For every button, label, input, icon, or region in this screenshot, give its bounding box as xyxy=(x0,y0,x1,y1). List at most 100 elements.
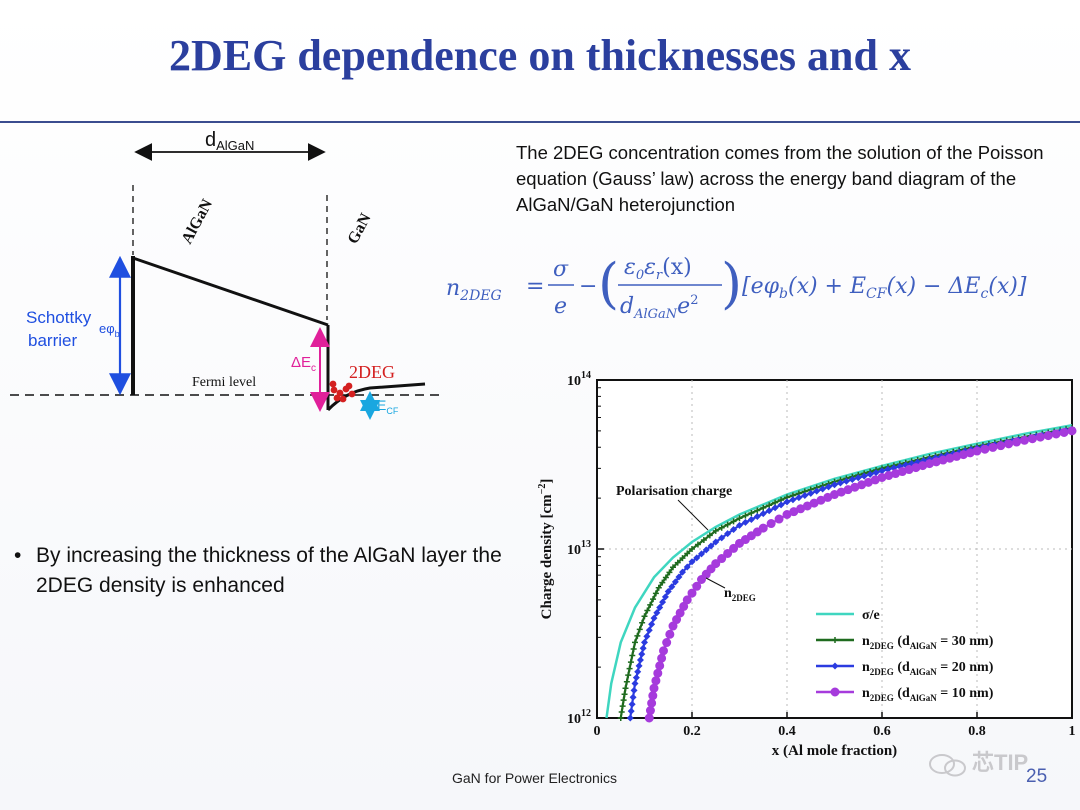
formula-sigma: σ xyxy=(553,257,569,282)
data-point xyxy=(1067,426,1077,436)
data-point xyxy=(972,446,982,456)
data-point xyxy=(634,668,642,676)
data-point xyxy=(730,518,737,525)
data-point xyxy=(626,714,634,722)
data-point xyxy=(671,578,679,586)
data-point xyxy=(754,507,761,514)
data-point xyxy=(1012,437,1022,447)
formula-lhs: n2DEG xyxy=(446,276,502,304)
bullet-point: • By increasing the thickness of the AlG… xyxy=(14,541,534,601)
data-point xyxy=(774,514,784,524)
data-point xyxy=(698,550,705,558)
data-point xyxy=(1051,429,1061,439)
data-point xyxy=(736,521,743,529)
wechat-icon xyxy=(929,754,966,777)
electron-cluster xyxy=(329,380,356,403)
data-point xyxy=(988,442,998,452)
x-tick-label: 1 xyxy=(1069,724,1076,739)
data-point xyxy=(807,489,815,497)
data-point xyxy=(707,542,715,550)
data-point xyxy=(648,691,658,701)
data-point xyxy=(783,498,791,506)
data-point xyxy=(741,518,749,526)
data-point xyxy=(638,650,646,658)
ecf-label: ECF xyxy=(377,397,399,416)
data-point xyxy=(825,483,833,491)
data-point xyxy=(920,457,928,465)
data-point xyxy=(655,661,665,671)
data-point xyxy=(670,564,676,571)
y-tick-label: 1012 xyxy=(567,708,591,727)
data-point xyxy=(626,665,633,672)
data-point xyxy=(711,559,721,569)
data-point xyxy=(795,494,803,502)
data-point xyxy=(641,613,648,620)
watermark-text: 芯TIP xyxy=(972,750,1029,775)
data-point xyxy=(648,620,656,628)
data-point xyxy=(653,668,663,678)
data-point xyxy=(650,596,657,603)
y-tick-label: 1013 xyxy=(567,539,591,558)
data-point xyxy=(621,691,628,698)
data-point xyxy=(628,700,636,708)
formula-e: e xyxy=(554,294,567,319)
schottky-label-2: barrier xyxy=(28,331,77,350)
data-point xyxy=(635,662,643,670)
data-point xyxy=(801,491,809,499)
data-point xyxy=(647,698,657,708)
data-point xyxy=(730,526,738,534)
data-point xyxy=(700,536,707,543)
legend-label: n2DEG (dAlGaN = 30 nm) xyxy=(862,634,994,651)
data-point xyxy=(724,530,732,538)
data-point xyxy=(618,709,625,716)
data-point xyxy=(693,554,701,562)
data-point xyxy=(679,568,686,576)
gan-label: GaN xyxy=(345,210,375,247)
data-point xyxy=(789,496,797,504)
formula-denominator: dAlGaNe2 xyxy=(620,293,698,322)
data-point xyxy=(662,638,672,648)
bullet-dot: • xyxy=(14,544,22,567)
data-point xyxy=(702,546,710,554)
thickness-label: dAlGaN xyxy=(205,129,254,153)
formula-eps-numerator: ε0εr(x) xyxy=(624,255,692,283)
formula: n2DEG = σ e − ( ε0εr(x) dAlGaNe2 ) [eφb(… xyxy=(446,252,1027,322)
slide-title: 2DEG dependence on thicknesses and x xyxy=(168,31,911,80)
schottky-label-1: Schottky xyxy=(26,308,92,327)
delta-ec-label: ΔEc xyxy=(291,354,316,374)
data-point xyxy=(747,515,755,523)
x-tick-label: 0.6 xyxy=(873,724,891,739)
data-point xyxy=(831,662,839,670)
data-point xyxy=(659,579,666,586)
data-point xyxy=(759,510,767,518)
annotation-n2deg: n2DEG xyxy=(724,586,756,603)
annotation-arrow-polarisation xyxy=(677,499,709,531)
data-point xyxy=(666,569,673,576)
data-point xyxy=(647,601,654,608)
data-point xyxy=(712,527,719,534)
data-point xyxy=(760,504,767,511)
band-diagram: dAlGaN AlGaN GaN Fermi level Schottky ba… xyxy=(10,129,440,420)
data-point xyxy=(664,588,672,596)
data-point xyxy=(980,444,990,454)
data-point xyxy=(632,639,638,646)
data-point xyxy=(636,656,644,664)
title-divider xyxy=(0,121,1080,123)
data-point xyxy=(718,534,726,542)
data-point xyxy=(619,703,626,710)
data-point xyxy=(630,686,638,694)
legend-label: n2DEG (dAlGaN = 20 nm) xyxy=(862,660,994,677)
data-point xyxy=(777,501,785,509)
data-point xyxy=(650,614,658,622)
conduction-band-algan xyxy=(132,256,329,327)
data-point xyxy=(848,476,856,484)
data-point xyxy=(627,707,635,715)
data-point xyxy=(630,645,637,652)
data-point xyxy=(758,523,768,533)
data-point xyxy=(771,504,779,512)
data-point xyxy=(692,581,702,591)
data-point xyxy=(684,550,691,557)
data-point xyxy=(753,513,761,521)
data-point xyxy=(659,598,667,606)
data-point xyxy=(629,652,636,659)
